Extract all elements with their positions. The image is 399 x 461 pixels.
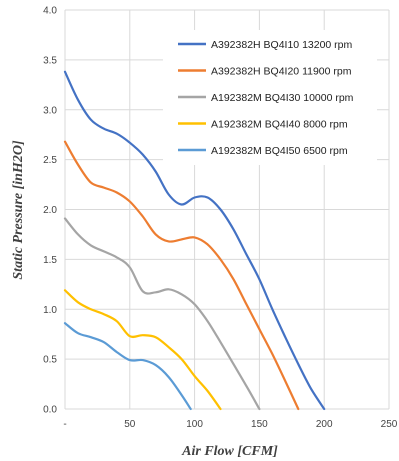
legend-label: A192382M BQ4I50 6500 rpm (211, 145, 348, 157)
series-lines (63, 70, 326, 411)
y-tick-label: 2.5 (43, 155, 57, 166)
legend-label: A392382H BQ4I10 13200 rpm (211, 39, 353, 51)
x-axis-title: Air Flow [CFM] (181, 444, 278, 459)
series-line (63, 140, 300, 411)
y-tick-label: 1.0 (43, 305, 57, 316)
y-tick-label: 0.5 (43, 355, 57, 366)
x-tick-label: 100 (186, 419, 203, 430)
x-tick-label: 250 (381, 419, 398, 430)
x-tick-label: - (63, 419, 66, 430)
y-tick-label: 0.0 (43, 405, 57, 416)
y-axis-title: Static Pressure [inH2O] (11, 140, 26, 280)
x-tick-label: 200 (316, 419, 333, 430)
legend: A392382H BQ4I10 13200 rpm A392382H BQ4I20… (163, 30, 377, 165)
series-line (63, 289, 222, 411)
legend-label: A192382M BQ4I30 10000 rpm (211, 92, 354, 104)
y-tick-label: 1.5 (43, 255, 57, 266)
x-tick-label: 50 (124, 419, 136, 430)
x-tick-label: 150 (251, 419, 268, 430)
series-line (63, 217, 261, 411)
series-line (63, 70, 326, 411)
x-axis-ticks: - 50 100 150 200 250 (63, 419, 397, 430)
y-tick-label: 4.0 (43, 6, 57, 17)
y-tick-label: 2.0 (43, 205, 57, 216)
series-line (63, 322, 192, 411)
y-axis-ticks: 0.0 0.5 1.0 1.5 2.0 2.5 3.0 3.5 4.0 (43, 6, 57, 416)
legend-label: A392382H BQ4I20 11900 rpm (211, 66, 352, 78)
legend-label: A192382M BQ4I40 8000 rpm (211, 119, 348, 131)
y-tick-label: 3.5 (43, 55, 57, 66)
y-tick-label: 3.0 (43, 105, 57, 116)
